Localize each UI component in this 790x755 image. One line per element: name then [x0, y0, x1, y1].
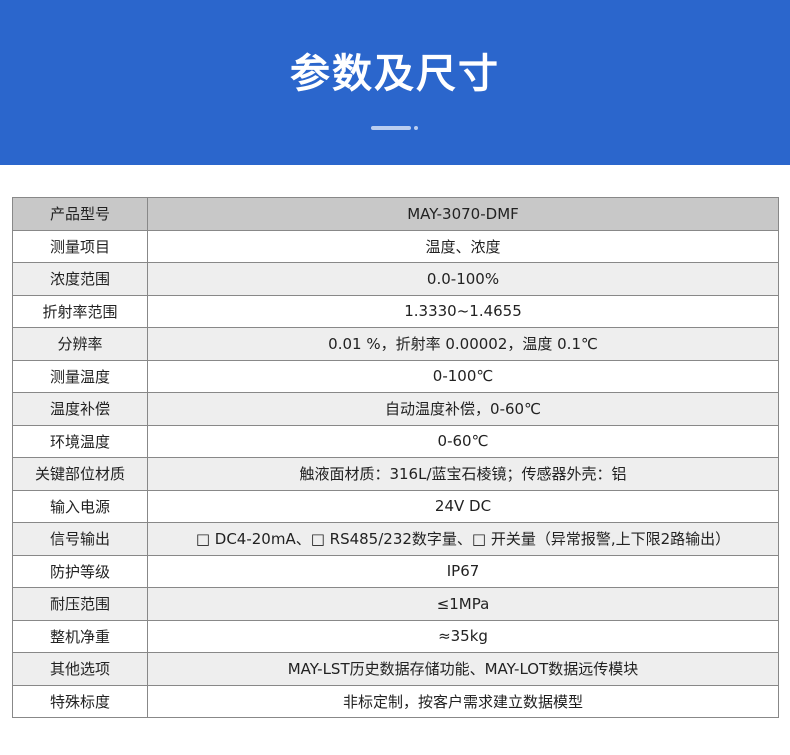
spec-label: 特殊标度	[12, 684, 148, 718]
table-row: 浓度范围 0.0-100%	[12, 262, 779, 296]
table-row: 测量温度 0-100℃	[12, 359, 779, 393]
title-divider-dot	[414, 126, 418, 130]
spec-label: 其他选项	[12, 652, 148, 686]
header-banner: 参数及尺寸	[0, 0, 790, 165]
spec-value: 0.0-100%	[147, 262, 779, 296]
table-row: 关键部位材质 触液面材质：316L/蓝宝石棱镜；传感器外壳：铝	[12, 457, 779, 491]
table-row: 环境温度 0-60℃	[12, 424, 779, 458]
spec-label: 关键部位材质	[12, 457, 148, 491]
table-row: 产品型号 MAY-3070-DMF	[12, 197, 779, 231]
spec-value: 24V DC	[147, 489, 779, 523]
spec-label: 输入电源	[12, 489, 148, 523]
table-row: 信号输出 □ DC4-20mA、□ RS485/232数字量、□ 开关量（异常报警…	[12, 522, 779, 556]
spec-value: 0-100℃	[147, 359, 779, 393]
table-row: 温度补偿 自动温度补偿，0-60℃	[12, 392, 779, 426]
spec-value: 0-60℃	[147, 424, 779, 458]
spec-value: MAY-3070-DMF	[147, 197, 779, 231]
table-row: 分辨率 0.01 %，折射率 0.00002，温度 0.1℃	[12, 327, 779, 361]
spec-value: 非标定制，按客户需求建立数据模型	[147, 684, 779, 718]
table-row: 折射率范围 1.3330~1.4655	[12, 294, 779, 328]
spec-label: 折射率范围	[12, 294, 148, 328]
spec-value: 1.3330~1.4655	[147, 294, 779, 328]
page-title: 参数及尺寸	[290, 51, 500, 97]
spec-value: 温度、浓度	[147, 229, 779, 263]
spec-label: 整机净重	[12, 619, 148, 653]
spec-label: 信号输出	[12, 522, 148, 556]
table-row: 其他选项 MAY-LST历史数据存储功能、MAY-LOT数据远传模块	[12, 652, 779, 686]
spec-label: 耐压范围	[12, 587, 148, 621]
spec-label: 产品型号	[12, 197, 148, 231]
table-row: 防护等级 IP67	[12, 554, 779, 588]
table-row: 特殊标度 非标定制，按客户需求建立数据模型	[12, 684, 779, 718]
spec-label: 防护等级	[12, 554, 148, 588]
spec-value: MAY-LST历史数据存储功能、MAY-LOT数据远传模块	[147, 652, 779, 686]
spec-value: 0.01 %，折射率 0.00002，温度 0.1℃	[147, 327, 779, 361]
spec-value: 触液面材质：316L/蓝宝石棱镜；传感器外壳：铝	[147, 457, 779, 491]
table-row: 整机净重 ≈35kg	[12, 619, 779, 653]
spec-label: 环境温度	[12, 424, 148, 458]
table-row: 耐压范围 ≤1MPa	[12, 587, 779, 621]
spec-label: 浓度范围	[12, 262, 148, 296]
spec-value: □ DC4-20mA、□ RS485/232数字量、□ 开关量（异常报警,上下限…	[147, 522, 779, 556]
spec-label: 测量项目	[12, 229, 148, 263]
spec-value: ≤1MPa	[147, 587, 779, 621]
spec-label: 分辨率	[12, 327, 148, 361]
spec-table: 产品型号 MAY-3070-DMF 测量项目 温度、浓度 浓度范围 0.0-100% 折射率…	[12, 197, 779, 718]
spec-value: IP67	[147, 554, 779, 588]
spec-value: ≈35kg	[147, 619, 779, 653]
spec-label: 测量温度	[12, 359, 148, 393]
table-row: 测量项目 温度、浓度	[12, 229, 779, 263]
title-divider	[371, 126, 411, 130]
spec-label: 温度补偿	[12, 392, 148, 426]
table-row: 输入电源 24V DC	[12, 489, 779, 523]
spec-value: 自动温度补偿，0-60℃	[147, 392, 779, 426]
